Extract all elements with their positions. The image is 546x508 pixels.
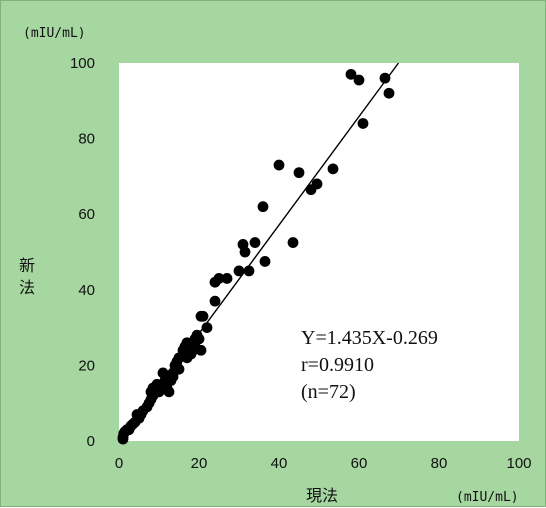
data-point <box>357 118 369 129</box>
data-point <box>157 367 169 379</box>
x-axis-title: 現法 <box>306 487 338 505</box>
data-point <box>195 310 207 322</box>
y-tick-label: 60 <box>78 206 95 223</box>
x-tick-label: 20 <box>191 455 208 472</box>
data-point <box>311 178 323 190</box>
data-point <box>181 352 193 364</box>
data-point <box>273 159 285 171</box>
equation-label: Y=1.435X-0.269 <box>301 327 438 349</box>
data-point <box>239 246 251 258</box>
data-point <box>209 295 221 307</box>
x-tick-label: 80 <box>431 455 448 472</box>
x-tick-label: 60 <box>351 455 368 472</box>
y-tick-label: 0 <box>87 433 95 450</box>
data-point <box>173 363 185 375</box>
y-axis-unit: (mIU/mL) <box>23 26 86 41</box>
y-tick-label: 20 <box>78 357 95 374</box>
data-point <box>287 237 299 248</box>
data-point <box>163 386 175 398</box>
correlation-label: r=0.9910 <box>301 354 374 376</box>
y-tick-label: 40 <box>78 282 95 299</box>
data-point <box>257 201 269 213</box>
data-point <box>131 409 143 420</box>
data-point <box>209 276 221 288</box>
y-tick-label: 80 <box>78 131 95 148</box>
data-point <box>181 337 193 349</box>
data-point <box>167 371 179 383</box>
x-tick-label: 100 <box>506 455 531 472</box>
data-point <box>327 163 339 175</box>
data-point <box>195 344 207 356</box>
data-point <box>249 237 261 248</box>
data-point <box>259 256 271 267</box>
data-point <box>201 322 213 333</box>
data-point <box>293 167 305 179</box>
y-axis-title: 新法 <box>19 257 35 297</box>
data-point <box>243 265 255 277</box>
y-tick-label: 100 <box>70 55 95 72</box>
data-point <box>233 265 245 277</box>
data-point <box>383 87 395 99</box>
data-point <box>353 74 365 86</box>
data-point <box>345 68 357 80</box>
data-point <box>221 273 233 284</box>
data-point <box>379 72 391 84</box>
x-tick-label: 0 <box>115 455 123 472</box>
sample-size-label: (n=72) <box>301 381 356 403</box>
x-tick-label: 40 <box>271 455 288 472</box>
plot-area <box>119 63 519 441</box>
x-axis-unit: (mIU/mL) <box>456 490 519 505</box>
data-point <box>189 333 201 345</box>
data-point <box>147 382 159 394</box>
